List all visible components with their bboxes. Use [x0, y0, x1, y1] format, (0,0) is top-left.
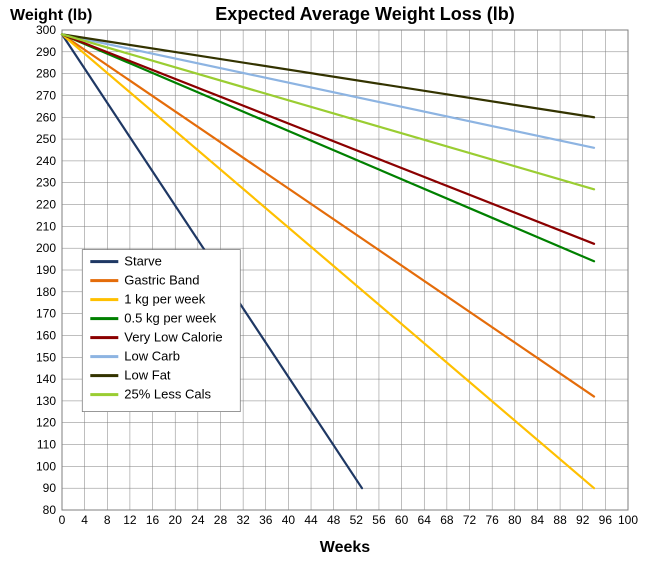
legend-swatch — [90, 355, 118, 358]
y-tick-label: 170 — [36, 307, 56, 321]
y-tick-label: 260 — [36, 110, 56, 124]
x-axis-label: Weeks — [320, 539, 371, 556]
x-tick-label: 20 — [169, 513, 183, 527]
y-tick-label: 290 — [36, 45, 56, 59]
y-tick-label: 180 — [36, 285, 56, 299]
legend-label: Low Carb — [124, 349, 180, 364]
y-tick-label: 120 — [36, 416, 56, 430]
legend-swatch — [90, 298, 118, 301]
y-tick-label: 190 — [36, 263, 56, 277]
legend-label: 1 kg per week — [124, 292, 205, 307]
x-tick-label: 60 — [395, 513, 409, 527]
x-tick-label: 8 — [104, 513, 111, 527]
x-tick-label: 32 — [236, 513, 250, 527]
legend-label: 25% Less Cals — [124, 387, 211, 402]
y-tick-label: 250 — [36, 132, 56, 146]
x-tick-label: 36 — [259, 513, 273, 527]
x-tick-label: 56 — [372, 513, 386, 527]
legend-label: Starve — [124, 254, 162, 269]
x-tick-label: 88 — [553, 513, 567, 527]
y-tick-label: 240 — [36, 154, 56, 168]
x-tick-label: 52 — [350, 513, 364, 527]
x-tick-label: 28 — [214, 513, 228, 527]
y-tick-label: 140 — [36, 372, 56, 386]
y-tick-label: 160 — [36, 328, 56, 342]
y-tick-label: 220 — [36, 198, 56, 212]
chart-title: Expected Average Weight Loss (lb) — [215, 4, 514, 24]
x-tick-label: 12 — [123, 513, 137, 527]
y-tick-label: 150 — [36, 350, 56, 364]
x-tick-label: 80 — [508, 513, 522, 527]
y-tick-label: 100 — [36, 459, 56, 473]
legend-label: 0.5 kg per week — [124, 311, 216, 326]
y-tick-label: 200 — [36, 241, 56, 255]
y-tick-label: 90 — [43, 481, 57, 495]
legend-swatch — [90, 393, 118, 396]
x-tick-label: 72 — [463, 513, 477, 527]
legend-label: Low Fat — [124, 368, 171, 383]
x-tick-label: 100 — [618, 513, 638, 527]
y-axis-label: Weight (lb) — [10, 7, 92, 24]
legend-swatch — [90, 317, 118, 320]
x-tick-label: 44 — [304, 513, 318, 527]
legend-swatch — [90, 279, 118, 282]
y-tick-label: 110 — [37, 438, 56, 452]
x-tick-label: 40 — [282, 513, 296, 527]
x-tick-label: 4 — [81, 513, 88, 527]
y-tick-label: 230 — [36, 176, 56, 190]
x-tick-label: 84 — [531, 513, 545, 527]
x-tick-label: 92 — [576, 513, 590, 527]
legend-label: Very Low Calorie — [124, 330, 222, 345]
x-tick-label: 24 — [191, 513, 205, 527]
y-tick-label: 210 — [36, 219, 56, 233]
y-tick-label: 280 — [36, 67, 56, 81]
legend-swatch — [90, 374, 118, 377]
chart-container: { "chart":{ "type":"line", "title":"Expe… — [0, 0, 650, 565]
x-tick-label: 16 — [146, 513, 160, 527]
x-tick-label: 76 — [485, 513, 499, 527]
chart-svg: 0481216202428323640444852566064687276808… — [0, 0, 650, 565]
y-tick-label: 80 — [43, 503, 57, 517]
legend-label: Gastric Band — [124, 273, 199, 288]
x-tick-label: 48 — [327, 513, 341, 527]
y-tick-label: 300 — [36, 23, 56, 37]
x-tick-label: 68 — [440, 513, 454, 527]
x-tick-label: 96 — [599, 513, 613, 527]
x-tick-label: 64 — [418, 513, 432, 527]
y-tick-label: 130 — [36, 394, 56, 408]
legend-swatch — [90, 336, 118, 339]
y-tick-label: 270 — [36, 88, 56, 102]
x-tick-label: 0 — [59, 513, 66, 527]
legend-swatch — [90, 260, 118, 263]
